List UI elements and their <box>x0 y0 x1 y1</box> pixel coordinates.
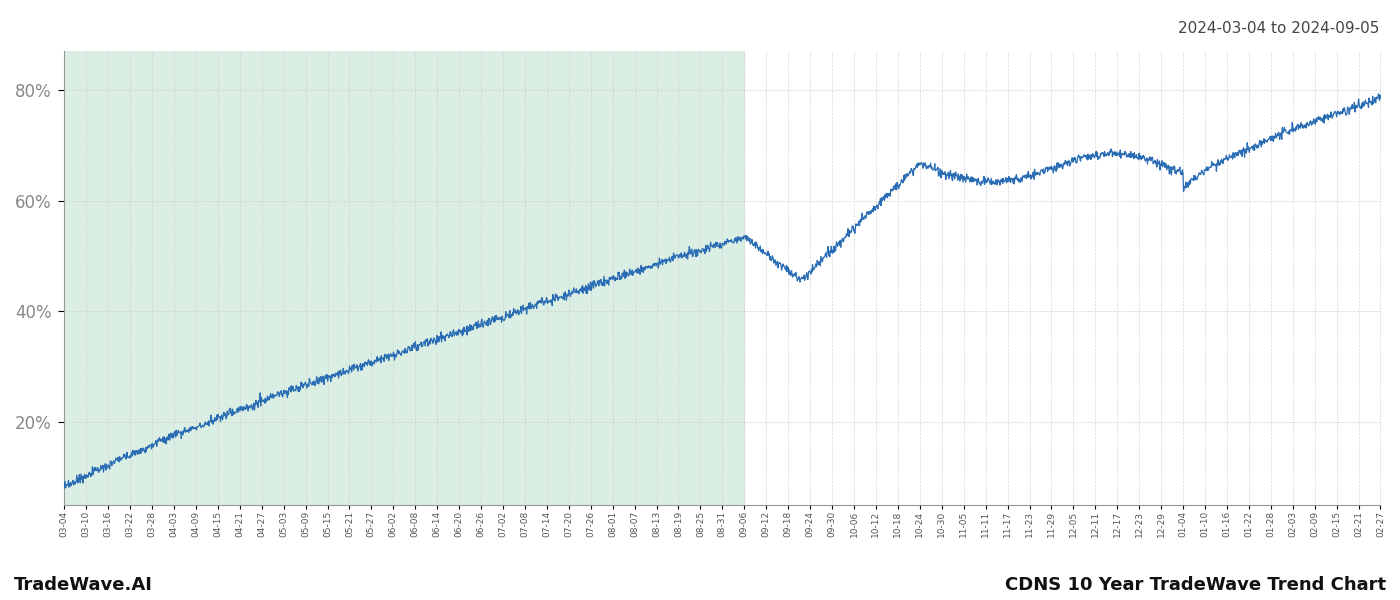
Text: TradeWave.AI: TradeWave.AI <box>14 576 153 594</box>
Text: CDNS 10 Year TradeWave Trend Chart: CDNS 10 Year TradeWave Trend Chart <box>1005 576 1386 594</box>
Bar <box>64 51 743 505</box>
Text: 2024-03-04 to 2024-09-05: 2024-03-04 to 2024-09-05 <box>1177 21 1379 36</box>
